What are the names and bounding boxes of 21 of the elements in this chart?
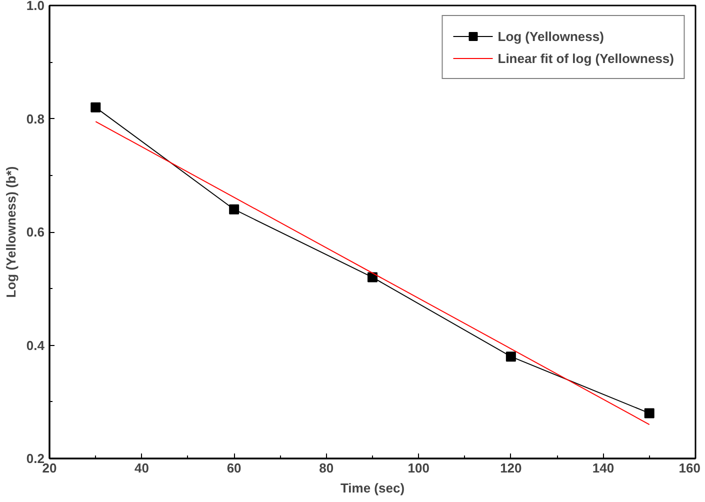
- y-tick-label: 0.6: [26, 224, 45, 240]
- y-tick-label: 0.4: [26, 338, 46, 353]
- x-axis-title: Time (sec): [340, 480, 405, 496]
- point: [229, 204, 240, 214]
- x-tick-label: 120: [500, 460, 522, 476]
- point: [506, 352, 516, 362]
- point: [644, 408, 654, 418]
- y-axis-title: Log (Yellowness) (b*): [3, 166, 18, 298]
- x-tick-label: 100: [408, 460, 430, 476]
- x-tick-label: 140: [592, 460, 614, 476]
- y-tick-label: 0.8: [26, 111, 45, 126]
- y-tick-label: 1.0: [26, 0, 45, 13]
- x-tick-label: 40: [134, 460, 150, 476]
- legend-label: Linear fit of log (Yellowness): [498, 50, 674, 66]
- legend-label: Log (Yellowness): [498, 28, 604, 44]
- x-tick-label: 20: [42, 460, 57, 476]
- x-tick-label: 80: [319, 460, 334, 476]
- point: [90, 102, 101, 112]
- point: [368, 272, 378, 282]
- x-tick-label: 60: [226, 460, 242, 476]
- x-tick-label: 160: [678, 460, 701, 476]
